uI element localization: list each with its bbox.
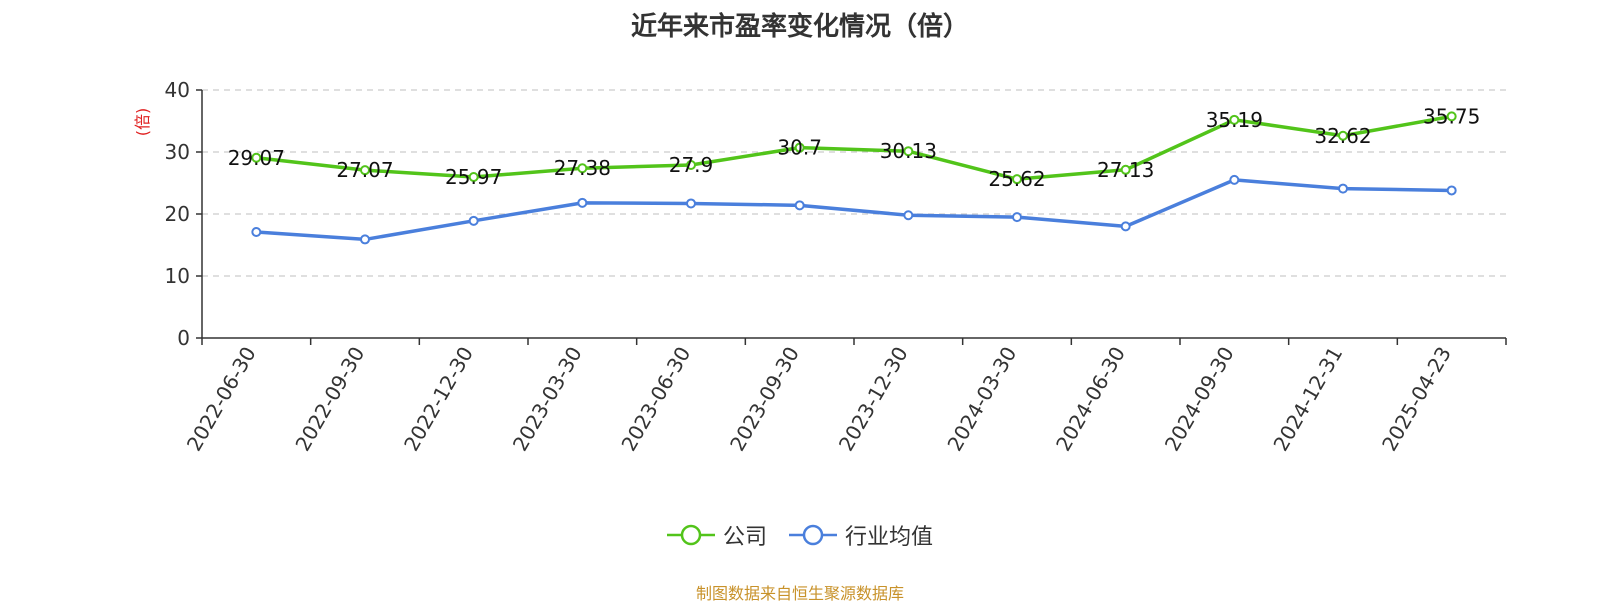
data-point — [577, 163, 588, 174]
data-point — [1338, 183, 1348, 194]
data-point — [468, 215, 479, 226]
data-label: 30.13 — [880, 139, 937, 163]
data-label: 27.13 — [1097, 158, 1154, 182]
legend-marker — [680, 524, 702, 546]
data-point — [686, 160, 696, 171]
data-point — [251, 226, 262, 237]
legend-line-circle-icon — [789, 524, 837, 546]
chart-title: 近年来市盈率变化情况（倍） — [630, 12, 969, 42]
x-tick-label: 2023-03-30 — [508, 343, 587, 456]
y-axis-label: (倍) — [133, 108, 152, 137]
x-tick-label: 2024-09-30 — [1160, 343, 1239, 456]
series-line-0 — [256, 114, 1452, 181]
data-label: 27.07 — [336, 158, 393, 182]
data-point — [1338, 130, 1348, 141]
data-label: 30.7 — [777, 136, 822, 160]
x-tick-label: 2024-03-30 — [942, 343, 1021, 456]
data-point — [468, 171, 479, 182]
data-point — [794, 200, 805, 211]
x-tick-label: 2023-06-30 — [616, 343, 695, 456]
data-point — [251, 152, 262, 163]
data-label: 25.97 — [445, 165, 502, 189]
y-tick-label: 0 — [177, 326, 190, 350]
x-tick-label: 2023-09-30 — [725, 343, 804, 456]
data-label: 27.9 — [669, 153, 714, 177]
data-point — [903, 210, 914, 221]
data-label: 25.62 — [988, 167, 1045, 191]
legend-item[interactable]: 公司 — [666, 519, 767, 551]
x-tick-label: 2022-09-30 — [290, 343, 369, 456]
y-tick-label: 30 — [165, 140, 190, 164]
source-note: 制图数据来自恒生聚源数据库 — [695, 584, 904, 603]
data-point — [360, 234, 370, 245]
data-point — [1446, 185, 1457, 196]
data-point — [686, 198, 696, 209]
grid-lines — [202, 89, 1506, 277]
data-point — [577, 197, 588, 208]
data-point — [1446, 111, 1457, 122]
data-labels: 29.07 27.07 25.97 27.38 27.9 30.7 30.13 25.62 27… — [228, 104, 1481, 191]
data-point — [794, 142, 805, 153]
data-label: 32.62 — [1314, 124, 1371, 148]
data-point — [1120, 164, 1131, 175]
legend-label: 公司 — [722, 525, 767, 550]
x-tick-label: 2024-12-31 — [1268, 343, 1347, 456]
x-tick-label: 2022-06-30 — [182, 343, 261, 456]
x-tick-label: 2022-12-30 — [399, 342, 478, 455]
y-tick-label: 40 — [165, 78, 190, 102]
x-tick-label: 2024-06-30 — [1051, 343, 1130, 456]
data-label: 35.75 — [1423, 104, 1480, 128]
x-tick-label: 2023-12-30 — [834, 342, 913, 455]
legend-item[interactable]: 行业均值 — [789, 519, 933, 551]
legend-label: 行业均值 — [845, 525, 934, 550]
legend: 公司 行业均值 — [0, 520, 1600, 550]
x-tick-label: 2025-04-23 — [1377, 343, 1456, 456]
data-point — [1120, 221, 1131, 232]
y-tick-label: 20 — [165, 202, 190, 226]
data-label: 29.07 — [228, 146, 285, 170]
data-point — [1229, 114, 1240, 125]
y-tick-label: 10 — [165, 264, 190, 288]
data-point — [1012, 174, 1022, 185]
series-layer — [251, 111, 1457, 245]
axes: 0 10 20 30 40 2022-06-30 2022-09-30 2022-12-30 2… — [165, 78, 1507, 456]
data-point — [903, 146, 914, 157]
data-point — [1012, 212, 1022, 223]
data-point — [1229, 174, 1240, 185]
data-label: 35.19 — [1206, 108, 1263, 132]
data-point — [360, 165, 370, 176]
legend-marker — [802, 524, 824, 546]
legend-line-circle-icon — [666, 524, 715, 546]
data-label: 27.38 — [554, 156, 611, 180]
series-line-1 — [256, 178, 1452, 242]
